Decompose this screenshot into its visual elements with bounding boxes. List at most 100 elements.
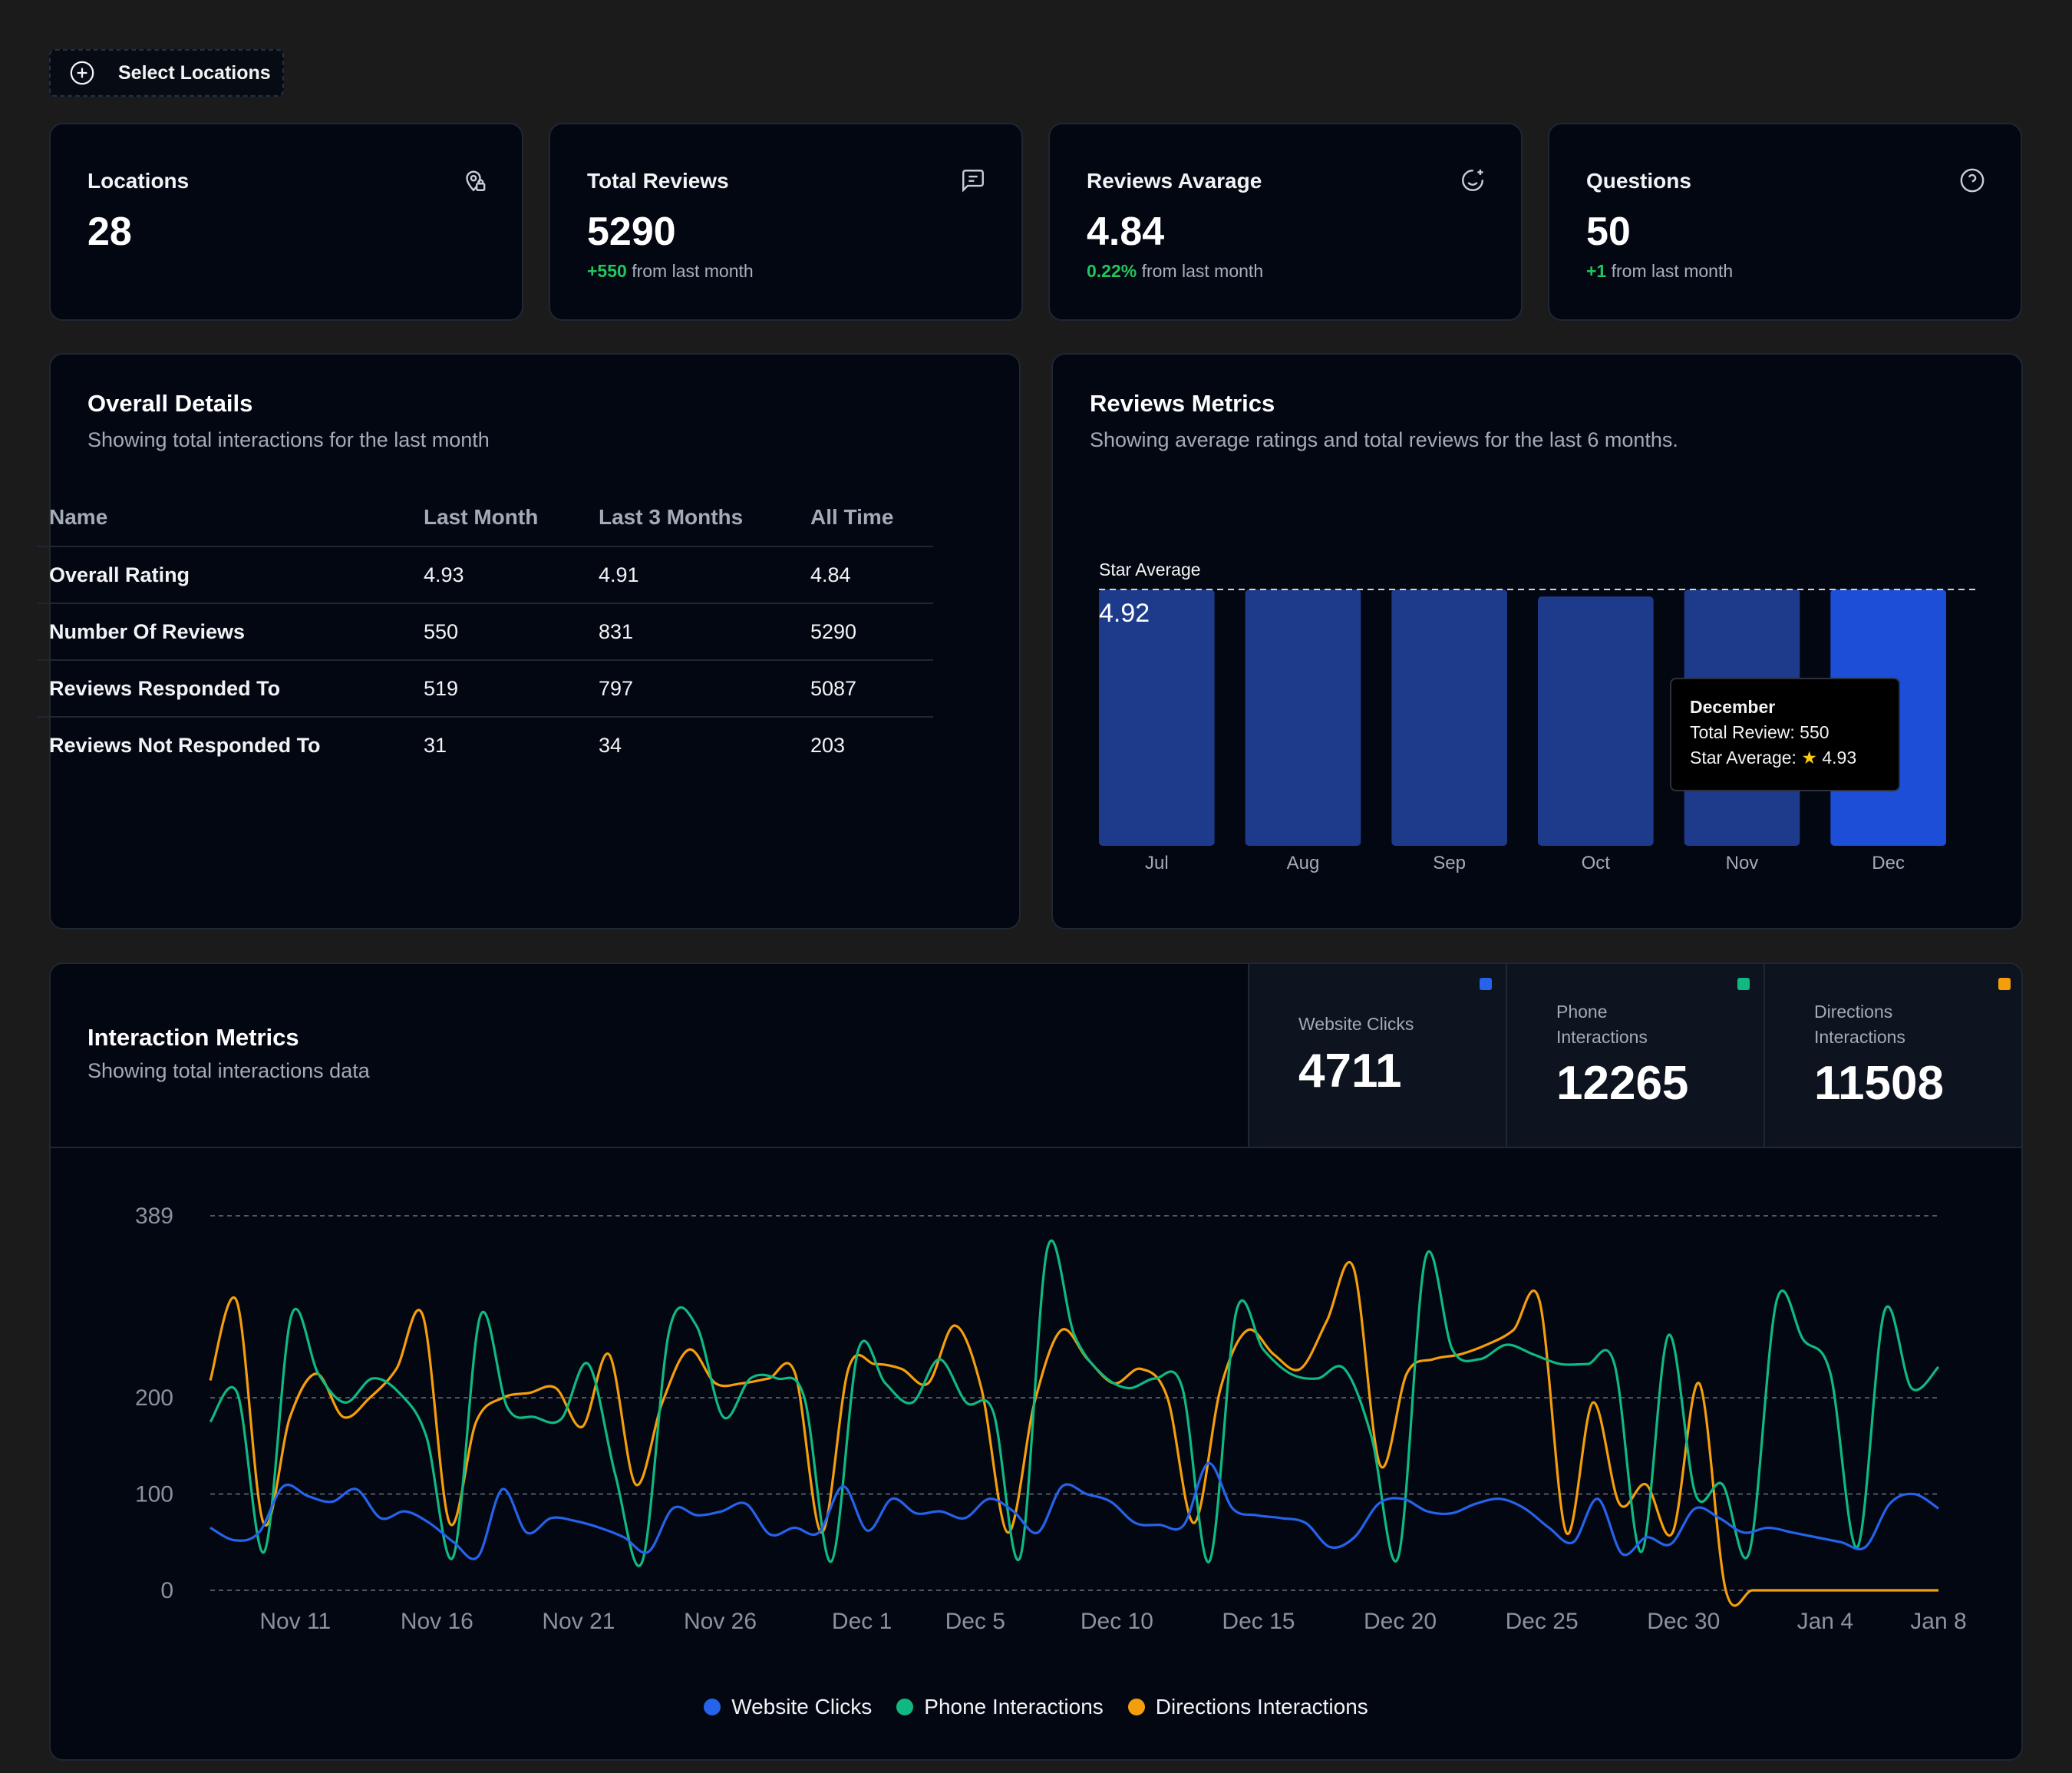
series-color-swatch [1998,978,2011,990]
bar-oct [1538,596,1654,846]
table-cell: 4.93 [411,546,586,604]
x-tick-label: Aug [1287,853,1320,873]
delta-value: +1 [1586,261,1607,281]
table-cell: 34 [599,734,622,757]
legend-item-directions-interactions[interactable]: Directions Interactions [1127,1695,1368,1719]
metric-directions-interactions[interactable]: Directions Interactions 11508 [1764,964,2021,1147]
x-tick-label: Nov 26 [684,1609,757,1634]
star-icon: ★ [1801,748,1817,768]
stat-value: 28 [87,210,132,254]
tooltip-star-value: 4.93 [1822,748,1857,768]
stat-value: 4.84 [1087,210,1165,254]
delta-text: from last month [632,261,754,281]
card-title: Reviews Metrics [1090,390,1275,417]
table-cell: Reviews Not Responded To [49,734,321,757]
x-tick-label: Nov 16 [401,1609,473,1634]
delta-text: from last month [1141,261,1264,281]
tooltip-star-average: Star Average: ★ 4.93 [1690,745,1880,771]
tooltip-total-reviews: Total Review: 550 [1690,722,1829,742]
stat-title: Locations [87,169,190,193]
table-cell: 4.84 [798,546,933,604]
bar-sep [1391,589,1507,846]
location-pin-icon [466,170,486,192]
x-tick-label: Dec 20 [1364,1609,1437,1634]
series-line-directions-interactions [209,1260,1938,1607]
help-circle-icon [1960,168,1985,193]
interaction-header: Interaction Metrics Showing total intera… [51,964,2021,1148]
x-tick-label: Jan 8 [1910,1609,1966,1634]
table-row: Overall Rating 4.93 4.91 4.84 [37,546,933,604]
legend-item-phone-interactions[interactable]: Phone Interactions [896,1695,1104,1719]
legend-dot [896,1699,914,1715]
legend-label: Directions Interactions [1155,1695,1368,1719]
table-cell: 519 [411,660,586,718]
table-cell: 5087 [798,660,933,718]
table-cell: 831 [586,603,798,661]
series-line-phone-interactions [209,1239,1940,1567]
column-header: Last 3 Months [586,488,798,547]
metric-value: 11508 [1814,1057,1944,1110]
bar-aug [1245,589,1361,846]
table-cell: 550 [411,603,586,661]
metric-phone-interactions[interactable]: Phone Interactions 12265 [1506,964,1764,1147]
message-square-icon [962,170,984,193]
stat-title: Total Reviews [587,169,729,193]
stat-card-total-reviews: Total Reviews 5290 +550 from last month [549,123,1023,321]
y-tick-label: 389 [135,1203,173,1229]
metric-website-clicks[interactable]: Website Clicks 4711 [1248,964,1506,1147]
series-line-website-clicks [210,1461,1939,1560]
x-tick-label: Dec 5 [945,1609,1005,1634]
x-tick-label: Dec 1 [832,1609,892,1634]
x-tick-label: Sep [1433,853,1466,873]
x-tick-label: Dec 25 [1506,1609,1579,1634]
x-tick-label: Nov [1726,853,1759,873]
metric-value: 12265 [1556,1057,1689,1110]
stat-title: Reviews Avarage [1087,169,1262,193]
series-color-swatch [1480,978,1492,990]
table-cell: 31 [424,734,447,757]
metric-label: Phone Interactions [1556,1002,1648,1047]
stat-card-reviews-average: Reviews Avarage 4.84 0.22% from last mon… [1048,123,1523,321]
line-chart-legend: Website Clicks Phone Interactions Direct… [0,1695,2072,1719]
metric-label: Website Clicks [1298,1014,1414,1034]
reference-label: Star Average [1099,560,1201,579]
select-locations-label: Select Locations [118,61,271,84]
smile-plus-icon [1462,169,1483,191]
column-header: Name [37,488,411,547]
legend-dot [704,1699,721,1715]
overall-details-table: Name Last Month Last 3 Months All Time O… [37,488,933,774]
stat-delta: +1 from last month [1586,261,1733,282]
stat-delta: +550 from last month [587,261,754,282]
stat-value: 50 [1586,210,1631,254]
tooltip-title: December [1690,697,1776,717]
legend-label: Website Clicks [731,1695,873,1719]
stat-card-locations: Locations 28 [49,123,523,321]
select-locations-button[interactable]: Select Locations [49,49,284,97]
bar-jul [1099,589,1215,846]
card-subtitle: Showing total interactions data [87,1059,370,1082]
card-title: Interaction Metrics [87,1024,299,1051]
legend-item-website-clicks[interactable]: Website Clicks [704,1695,872,1719]
bar-tooltip: December Total Review: 550 Star Average:… [1670,678,1900,791]
stat-title: Questions [1586,169,1691,193]
x-tick-label: Nov 21 [542,1609,615,1634]
table-row: Reviews Responded To 519 797 5087 [37,660,933,718]
legend-label: Phone Interactions [924,1695,1104,1719]
column-header: Last Month [411,488,586,547]
x-tick-label: Jan 4 [1797,1609,1853,1634]
y-tick-label: 200 [135,1385,173,1411]
table-cell: Overall Rating [37,546,411,604]
column-header: All Time [798,488,933,547]
stat-delta: 0.22% from last month [1087,261,1263,282]
card-title: Overall Details [87,390,253,417]
x-tick-label: Dec 15 [1222,1609,1295,1634]
metric-value: 4711 [1298,1045,1402,1098]
x-tick-label: Dec 10 [1081,1609,1153,1634]
table-cell: 5290 [798,603,933,661]
table-cell: 203 [810,734,846,757]
table-header-row: Name Last Month Last 3 Months All Time [37,488,933,547]
y-tick-label: 0 [160,1578,173,1603]
interaction-line-chart: 0 100 200 389 Nov 11 Nov 16 Nov 21 Nov 26 Dec 1 D… [135,1203,1967,1634]
plus-circle-icon [70,61,94,85]
table-row: Reviews Not Responded To 31 34 203 [37,717,933,774]
